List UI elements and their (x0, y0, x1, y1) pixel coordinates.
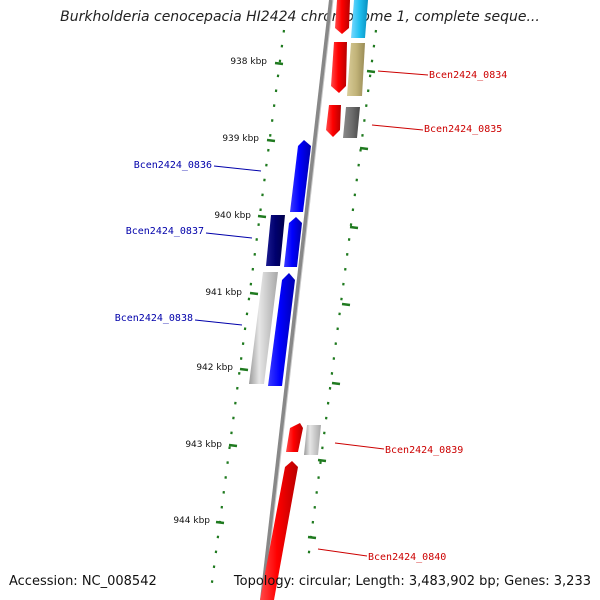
kbp-label: 938 kbp (230, 57, 267, 67)
gene-arrow-red[interactable] (335, 0, 350, 34)
gene-labels: Bcen2424_0834 Bcen2424_0835 Bcen2424_083… (115, 70, 508, 563)
gene-box-navy-0837[interactable] (266, 215, 285, 266)
scale-right-ticks (307, 69, 376, 540)
chromosome-backbone-highlight (263, 0, 334, 600)
reverse-strand-genes (249, 140, 311, 386)
label-leader-lines (194, 70, 429, 557)
gene-arrow-red-0835[interactable] (326, 105, 341, 137)
chromosome-backbone (260, 0, 333, 600)
gene-box-grey-0839[interactable] (304, 425, 321, 455)
forward-strand-genes (260, 0, 368, 600)
gene-arrow-red-0834[interactable] (331, 42, 347, 93)
kbp-label: 943 kbp (185, 440, 222, 450)
kbp-label: 940 kbp (214, 211, 251, 221)
gene-arrow-red-0840[interactable] (260, 461, 298, 600)
gene-arrow-blue-0837[interactable] (284, 217, 302, 267)
gene-label[interactable]: Bcen2424_0840 (368, 552, 446, 563)
kbp-label: 942 kbp (196, 363, 233, 373)
gene-arrow-blue-0836[interactable] (290, 140, 311, 212)
gene-arrow-blue-0838[interactable] (268, 273, 295, 386)
scale-major-ticks (215, 61, 284, 525)
gene-label[interactable]: Bcen2424_0839 (385, 445, 463, 456)
gene-label[interactable]: Bcen2424_0836 (134, 160, 212, 171)
gene-box-khaki-0834[interactable] (347, 43, 365, 96)
accession-text: Accession: NC_008542 (9, 574, 157, 589)
gene-arrow-red-0839[interactable] (286, 423, 303, 452)
map-title: Burkholderia cenocepacia HI2424 chromoso… (60, 9, 540, 25)
kbp-label: 944 kbp (173, 516, 210, 526)
gene-box-grey-0838[interactable] (249, 272, 278, 384)
topology-text: Topology: circular; Length: 3,483,902 bp… (233, 574, 591, 589)
kbp-label: 939 kbp (222, 134, 259, 144)
gene-label[interactable]: Bcen2424_0834 (429, 70, 507, 81)
scale-labels: 938 kbp 939 kbp 940 kbp 941 kbp 942 kbp … (173, 57, 267, 526)
gene-label[interactable]: Bcen2424_0835 (424, 124, 502, 135)
gene-label[interactable]: Bcen2424_0837 (126, 226, 204, 237)
kbp-label: 941 kbp (205, 288, 242, 298)
gene-arrow-cyan[interactable] (351, 0, 368, 38)
gene-box-darkgrey-0835[interactable] (343, 107, 360, 138)
gene-label[interactable]: Bcen2424_0838 (115, 313, 193, 324)
